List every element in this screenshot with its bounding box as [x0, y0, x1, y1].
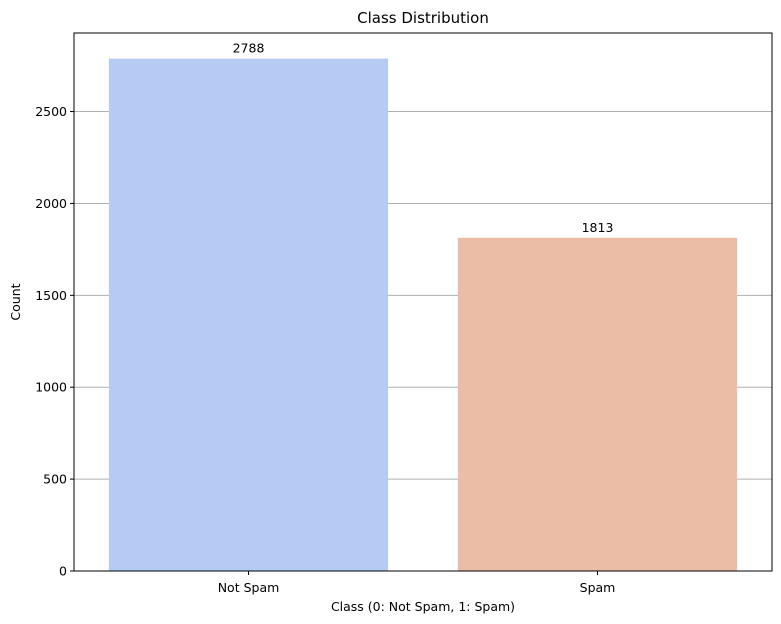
y-tick-label: 1500 [35, 288, 67, 303]
plot-area-frame [73, 32, 773, 572]
x-tick-label: Spam [580, 580, 616, 595]
bars [108, 58, 738, 572]
y-tick-label: 1000 [35, 380, 67, 395]
y-tick-label: 0 [59, 564, 67, 579]
x-axis-label: Class (0: Not Spam, 1: Spam) [331, 599, 515, 614]
y-tick-label: 2500 [35, 104, 67, 119]
bar-not-spam [108, 58, 389, 572]
bar-value-label: 2788 [233, 41, 265, 56]
y-axis-label: Count [8, 283, 23, 320]
y-axis-ticks: 0 500 1000 1500 2000 2500 [35, 104, 74, 579]
y-tick-label: 500 [43, 472, 67, 487]
data-labels: 2788 1813 [233, 41, 614, 235]
bar-value-label: 1813 [582, 220, 614, 235]
bar-spam [457, 237, 738, 571]
x-tick-label: Not Spam [218, 580, 280, 595]
chart-title: Class Distribution [357, 9, 489, 27]
y-tick-label: 2000 [35, 196, 67, 211]
x-axis-ticks: Not Spam Spam [218, 571, 616, 595]
